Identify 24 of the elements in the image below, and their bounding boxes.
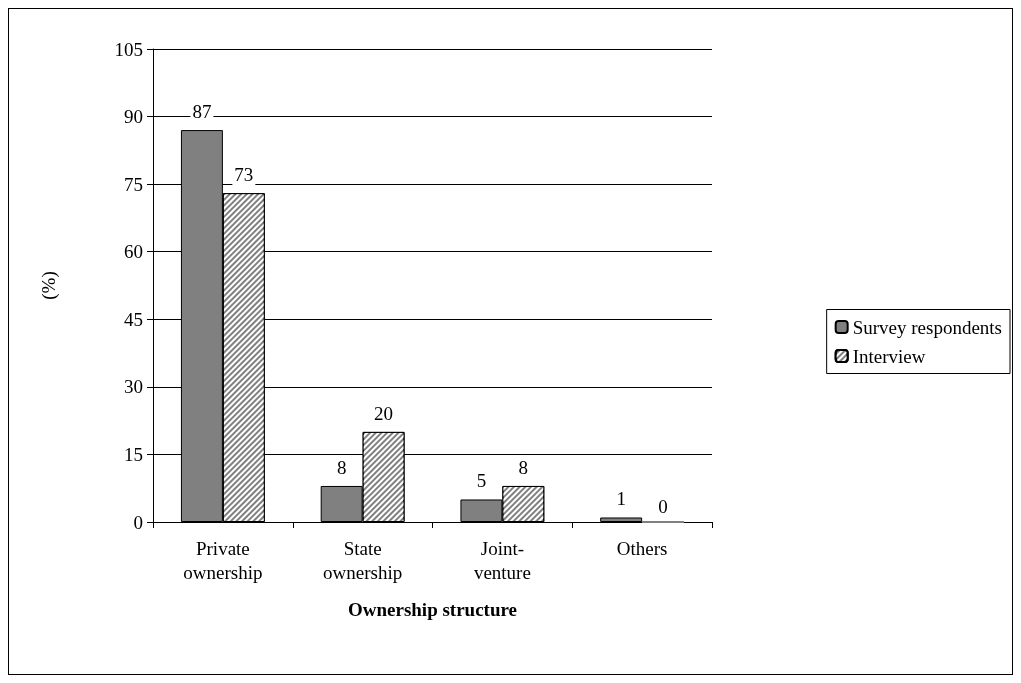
x-tick-label: Private ownership (183, 537, 263, 583)
x-axis-title: Ownership structure (347, 599, 518, 620)
data-label: 1 (616, 488, 626, 510)
legend-label: Interview (852, 345, 926, 367)
y-tick-label: 75 (124, 173, 143, 195)
y-tick-label: 0 (133, 511, 143, 533)
data-label: 73 (234, 164, 254, 186)
data-label: 8 (518, 456, 529, 478)
data-label: 20 (374, 402, 394, 424)
data-label: 8 (336, 456, 347, 478)
y-tick-label: 105 (114, 38, 143, 60)
x-tick-label: Others (616, 537, 668, 559)
y-tick-label: 90 (124, 106, 143, 128)
y-tick-label: 45 (124, 308, 143, 330)
data-label: 87 (192, 101, 212, 123)
legend-label: Survey respondents (852, 316, 1003, 338)
data-label: 5 (476, 470, 487, 492)
y-axis-title: (%) (38, 271, 60, 300)
data-label: 0 (658, 496, 668, 517)
x-tick-label: State ownership (323, 537, 403, 583)
y-tick-label: 15 (124, 443, 143, 465)
x-tick-label: Joint-venture (473, 537, 531, 583)
y-tick-label: 60 (124, 241, 143, 263)
y-tick-label: 30 (124, 376, 143, 398)
